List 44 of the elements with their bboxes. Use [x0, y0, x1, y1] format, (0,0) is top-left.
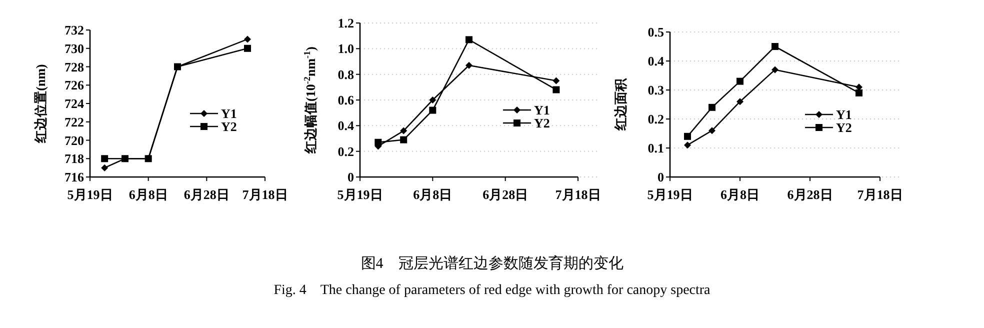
- x-tick-label: 5月19日: [647, 187, 693, 202]
- caption: 图4 冠层光谱红边参数随发育期的变化: [360, 255, 624, 272]
- legend-label: Y2: [221, 119, 237, 134]
- y-tick-label: 0.5: [648, 24, 664, 40]
- x-tick-label: 6月8日: [720, 187, 760, 202]
- legend-label: Y2: [836, 120, 852, 136]
- y-tick-label: 0.1: [648, 140, 664, 156]
- y-tick-label: 716: [64, 170, 84, 185]
- x-tick-label: 6月28日: [787, 187, 833, 202]
- y-tick-label: 0: [348, 170, 354, 185]
- y-axis-title: 红边位置(nm): [33, 64, 48, 144]
- y-tick-label: 0.8: [338, 66, 354, 82]
- y-tick-label: 0.4: [648, 54, 664, 69]
- y-tick-label: 0: [658, 170, 664, 185]
- x-tick-label: 6月28日: [184, 187, 230, 202]
- y-tick-label: 724: [64, 96, 84, 112]
- y-tick-label: 718: [64, 151, 84, 166]
- y-tick-label: 1.0: [338, 41, 354, 56]
- x-tick-label: 6月8日: [413, 187, 452, 202]
- legend-label: Y1: [836, 107, 852, 122]
- y-tick-label: 0.4: [338, 118, 354, 134]
- y-tick-label: 0.2: [338, 144, 354, 159]
- y-tick-label: 0.6: [338, 92, 354, 108]
- legend-label: Y1: [534, 102, 550, 118]
- y-tick-label: 726: [64, 78, 84, 93]
- x-tick-label: 6月8日: [128, 187, 168, 202]
- x-tick-label: 7月18日: [242, 187, 288, 202]
- y-tick-label: 732: [64, 22, 84, 38]
- y-tick-label: 730: [64, 40, 84, 56]
- y-tick-label: 0.3: [648, 82, 664, 98]
- legend-label: Y1: [221, 106, 237, 122]
- x-tick-label: 5月19日: [337, 187, 383, 202]
- y-tick-label: 728: [64, 59, 84, 74]
- x-tick-label: 7月18日: [857, 187, 903, 202]
- x-tick-label: 7月18日: [555, 187, 601, 202]
- x-tick-label: 6月28日: [482, 187, 528, 202]
- legend-label: Y2: [534, 116, 550, 131]
- y-tick-label: 722: [64, 114, 84, 130]
- caption: Fig. 4 The change of parameters of red edge with growth for canopy spectra: [274, 283, 712, 298]
- y-tick-label: 720: [64, 132, 84, 148]
- y-tick-label: 0.2: [648, 112, 664, 127]
- x-tick-label: 5月19日: [67, 187, 113, 202]
- y-tick-label: 1.2: [338, 16, 354, 31]
- y-axis-title: 红边面积: [613, 78, 628, 132]
